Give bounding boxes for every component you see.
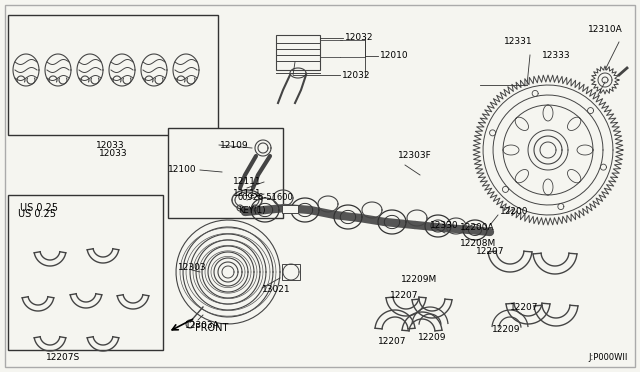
Bar xyxy=(8,15,218,135)
Text: US 0.25: US 0.25 xyxy=(18,209,56,219)
Text: 12208M: 12208M xyxy=(460,238,496,247)
Bar xyxy=(282,205,298,213)
Text: 12032: 12032 xyxy=(345,33,374,42)
Text: 12310A: 12310A xyxy=(588,26,623,35)
Text: 12209: 12209 xyxy=(492,326,520,334)
Text: 12200A: 12200A xyxy=(460,224,495,232)
Text: 12331: 12331 xyxy=(504,38,532,46)
Text: 12330: 12330 xyxy=(430,221,459,231)
Text: 12207: 12207 xyxy=(378,337,406,346)
Text: 12207S: 12207S xyxy=(46,353,80,362)
Text: 12333: 12333 xyxy=(542,51,571,61)
Text: 12207: 12207 xyxy=(510,304,538,312)
Text: 12303A: 12303A xyxy=(185,321,220,330)
Text: 12033: 12033 xyxy=(96,141,124,150)
Text: US 0.25: US 0.25 xyxy=(20,203,58,213)
Text: KEY(1): KEY(1) xyxy=(238,205,266,215)
Text: 12010: 12010 xyxy=(380,51,408,61)
Bar xyxy=(8,195,163,350)
Text: 12111: 12111 xyxy=(233,189,262,199)
Text: FRONT: FRONT xyxy=(195,323,228,333)
Text: 12100: 12100 xyxy=(168,166,196,174)
Text: 00926-51600: 00926-51600 xyxy=(238,193,294,202)
Text: 12207: 12207 xyxy=(476,247,504,257)
Bar xyxy=(282,264,300,280)
Text: 12109: 12109 xyxy=(220,141,248,150)
Text: 13021: 13021 xyxy=(262,285,291,295)
Bar xyxy=(168,128,283,218)
Text: 12200: 12200 xyxy=(500,208,529,217)
Text: 12111: 12111 xyxy=(233,177,262,186)
Text: 12032: 12032 xyxy=(342,71,371,80)
Text: 12207: 12207 xyxy=(390,291,419,299)
Text: 12209: 12209 xyxy=(418,334,447,343)
Text: J:P000WII: J:P000WII xyxy=(589,353,628,362)
Text: 12303F: 12303F xyxy=(398,151,432,160)
Text: 12303: 12303 xyxy=(178,263,207,273)
Bar xyxy=(276,35,320,70)
Text: 12033: 12033 xyxy=(99,149,127,158)
Text: 12209M: 12209M xyxy=(401,276,437,285)
